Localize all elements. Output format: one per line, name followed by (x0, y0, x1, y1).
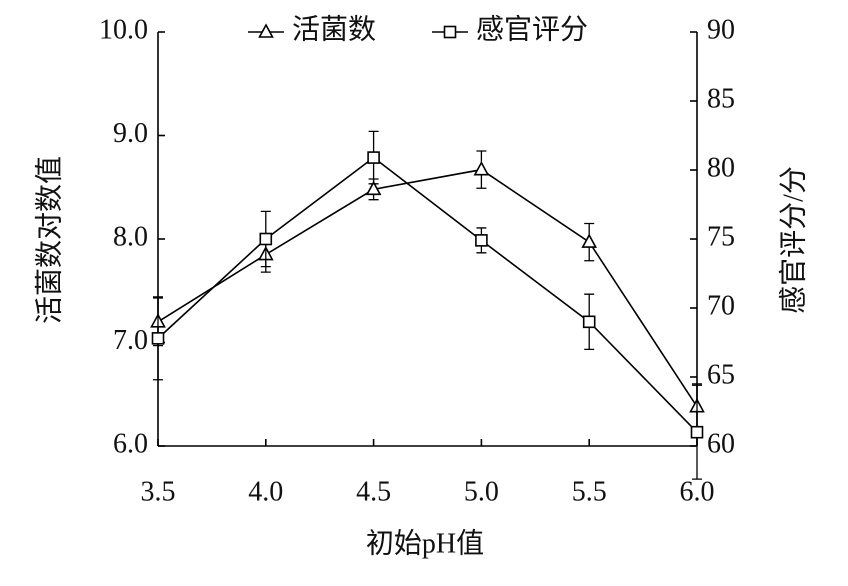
marker (581, 233, 598, 248)
y2-tick-label: 65 (707, 359, 735, 390)
y-tick-label: 6.0 (113, 428, 148, 459)
y2-tick-label: 75 (707, 221, 735, 252)
marker (151, 332, 165, 345)
y2-tick-label: 70 (707, 290, 735, 321)
x-tick-label: 5.5 (572, 476, 607, 507)
y-tick-label: 10.0 (99, 14, 148, 45)
marker (473, 160, 490, 176)
y2-tick-label: 80 (707, 152, 735, 183)
x-tick-label: 5.0 (464, 476, 499, 507)
y2-tick-label: 90 (707, 14, 735, 45)
x-tick-label: 3.5 (141, 476, 176, 507)
y2-tick-label: 85 (707, 83, 735, 114)
y-tick-label: 8.0 (113, 221, 148, 252)
legend-marker (258, 23, 274, 38)
series-line (157, 168, 698, 408)
x-tick-label: 4.0 (248, 476, 283, 507)
marker (259, 232, 273, 246)
legend-label: 感官评分 (476, 13, 588, 45)
y-tick-label: 9.0 (113, 118, 148, 149)
legend-marker (443, 25, 457, 39)
legend-label: 活菌数 (292, 13, 376, 45)
y2-axis-label: 感官评分/分 (777, 166, 809, 314)
series-line (157, 156, 698, 433)
marker (365, 180, 382, 196)
y-tick-label: 7.0 (113, 325, 148, 356)
y-axis-label: 活菌数对数值 (33, 156, 65, 324)
y2-tick-label: 60 (707, 428, 735, 459)
x-tick-label: 6.0 (680, 476, 715, 507)
marker (475, 234, 488, 247)
x-axis-label: 初始pH值 (366, 527, 484, 559)
marker (582, 315, 596, 329)
marker (690, 425, 704, 439)
marker (367, 151, 380, 164)
x-tick-label: 4.5 (356, 476, 391, 507)
